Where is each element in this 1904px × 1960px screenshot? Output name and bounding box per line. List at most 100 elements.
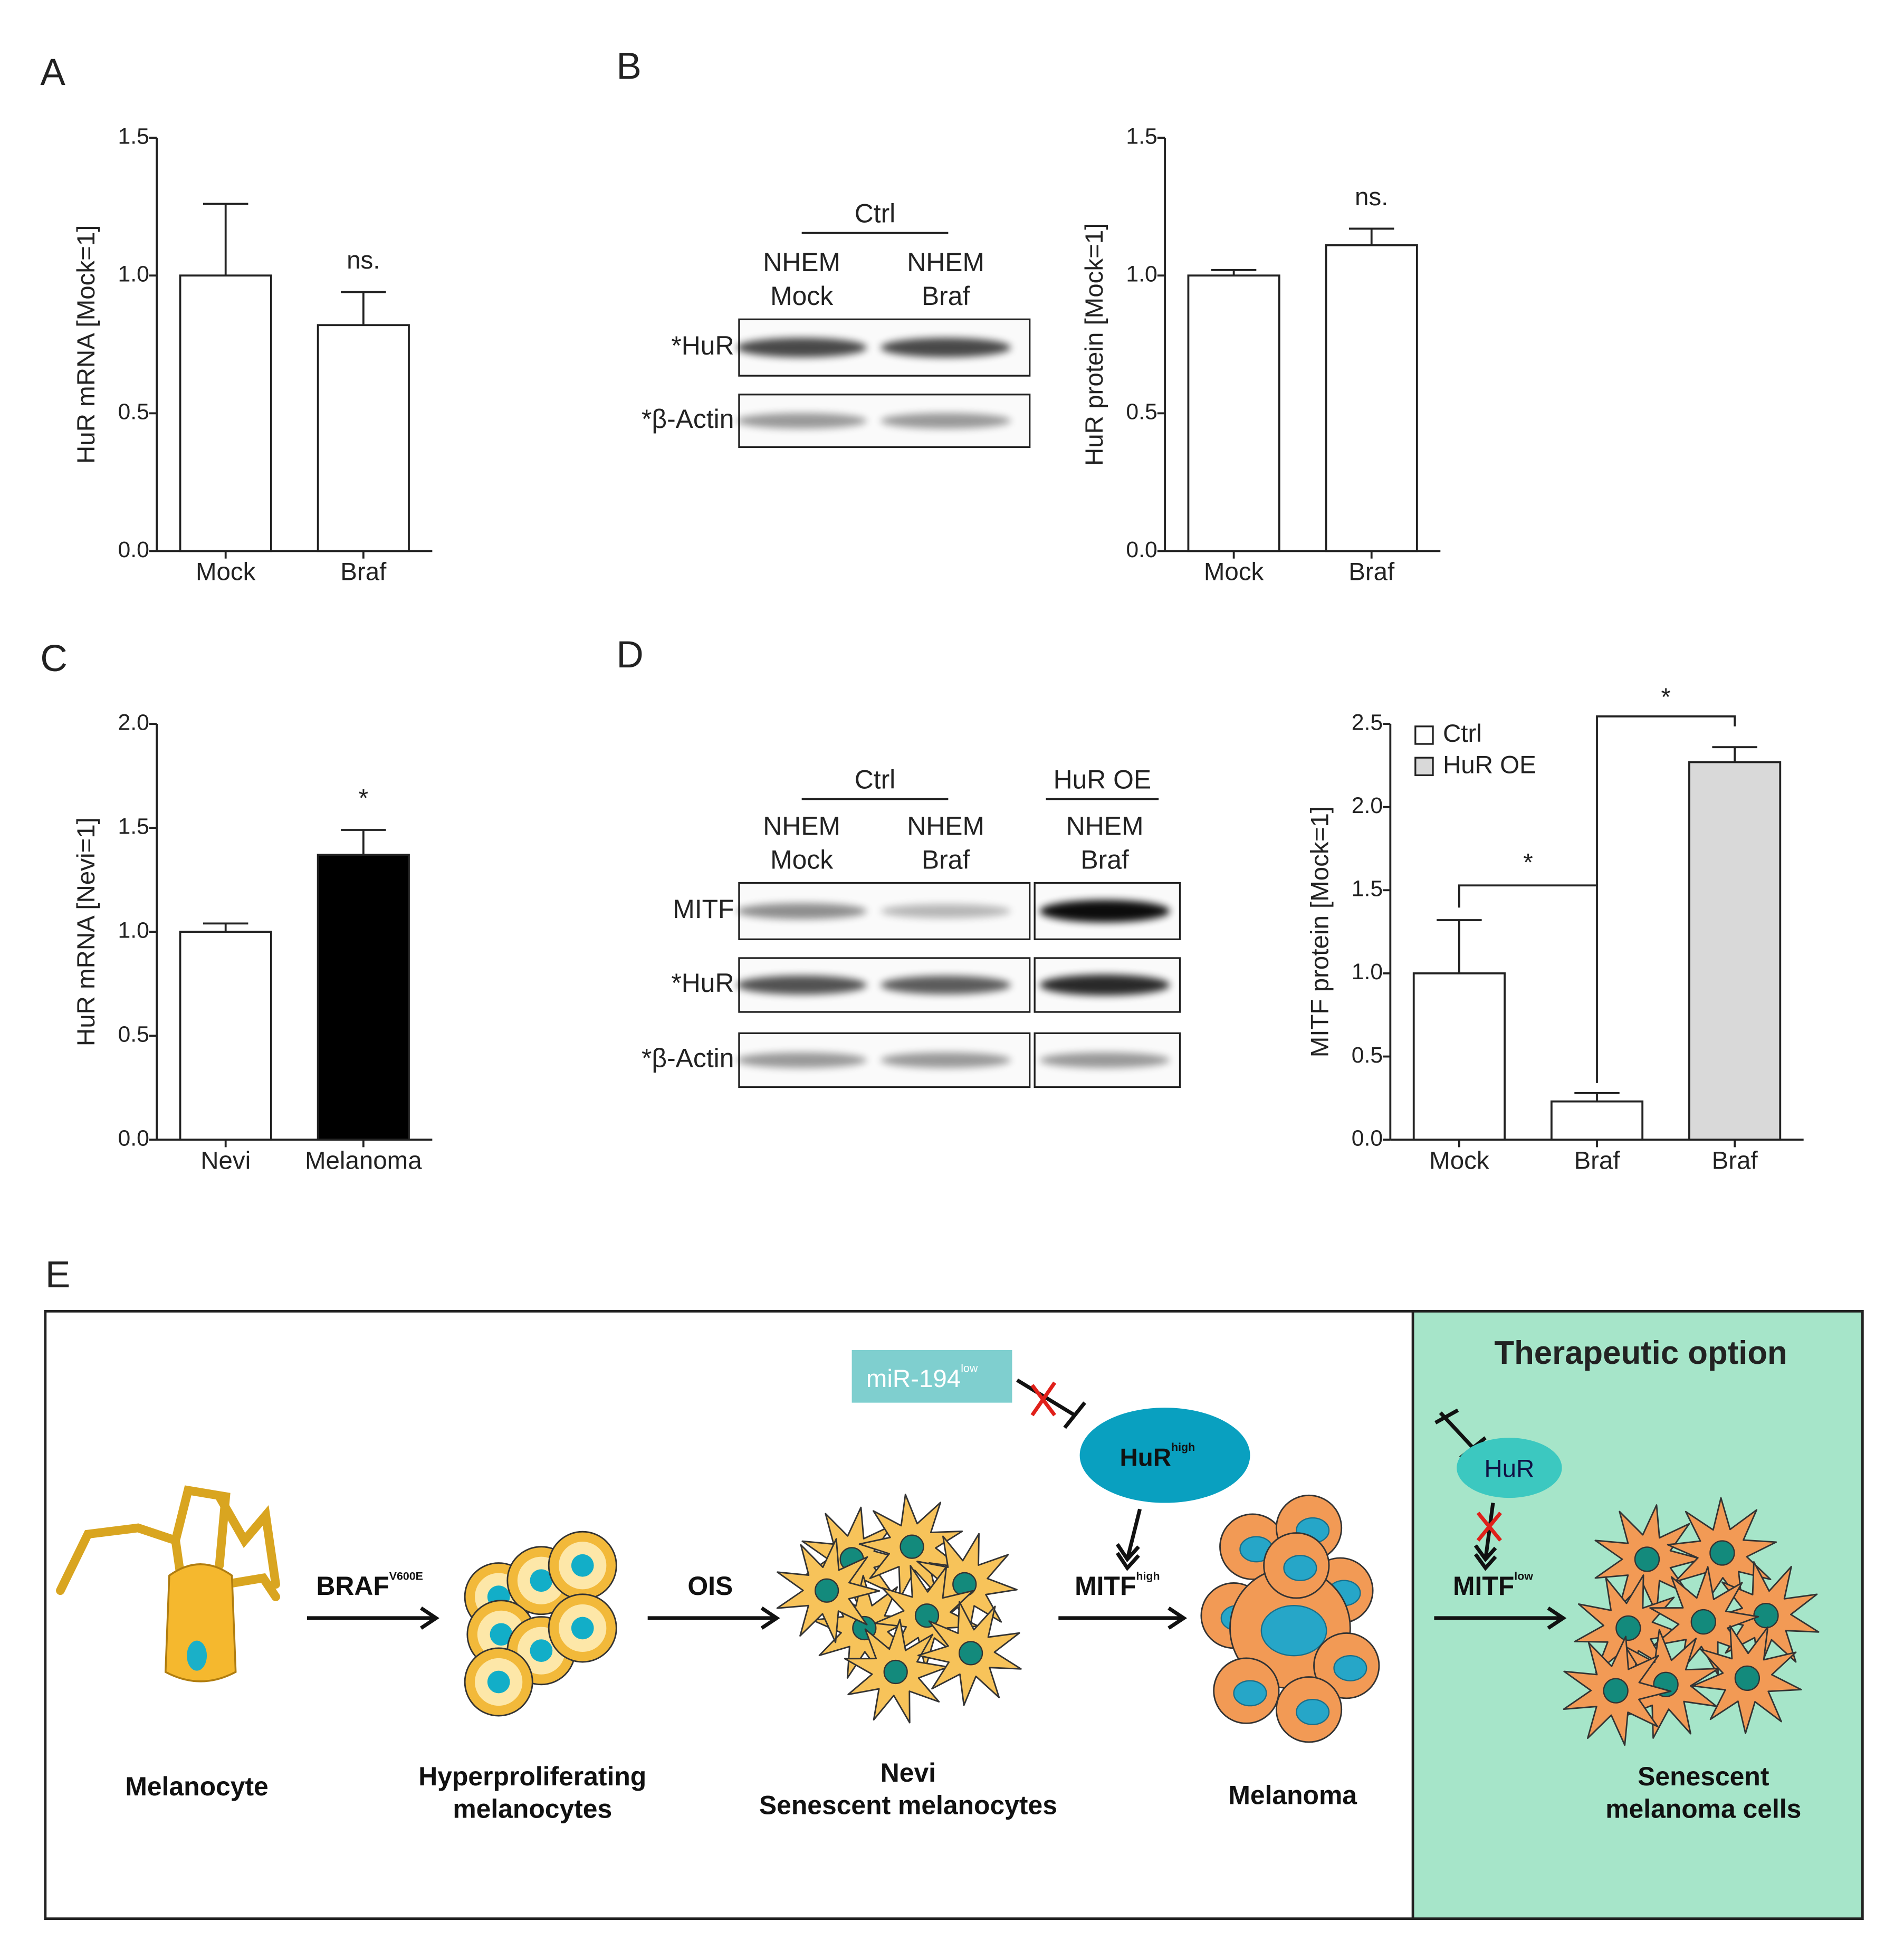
hur-high-ellipse (1079, 1408, 1250, 1503)
blot-band (1039, 900, 1170, 923)
error-bar (1574, 1092, 1620, 1102)
panel-label: D (616, 634, 643, 676)
stage-label: melanocytes (453, 1794, 612, 1824)
significance: * (359, 785, 368, 812)
legend-swatch (1414, 757, 1434, 777)
nucleus (1333, 1655, 1367, 1681)
activate-arrow (1474, 1503, 1497, 1571)
mir-sup: low (961, 1362, 978, 1374)
arrow-text: MITF (1075, 1571, 1136, 1601)
inhibit-mark (1434, 1408, 1459, 1424)
blot-band (1039, 1052, 1170, 1068)
y-tick-label: 1.5 (118, 814, 149, 839)
x-tick-label: Braf (1574, 1146, 1620, 1174)
nucleus (883, 1659, 908, 1685)
row-label: *HuR (671, 968, 734, 998)
error-bar (203, 203, 248, 276)
lane-label: NHEM (763, 247, 840, 277)
nucleus (1615, 1615, 1641, 1641)
blot-band (736, 903, 867, 920)
blot-band (881, 1052, 1011, 1068)
nucleus (487, 1670, 510, 1694)
y-axis-title: HuR mRNA [Mock=1] (72, 225, 100, 464)
nucleus (1283, 1555, 1317, 1581)
y-tick-label: 1.0 (118, 917, 149, 943)
error-bar (341, 291, 386, 326)
hur-label: HuR (1484, 1455, 1534, 1483)
blot-band (1039, 974, 1170, 996)
nucleus (530, 1569, 553, 1592)
significance: * (1661, 683, 1670, 711)
red-cross (1476, 1512, 1502, 1542)
hur-text: HuR (1120, 1443, 1171, 1471)
bar (1550, 1100, 1644, 1141)
bar (1688, 761, 1782, 1141)
lane-label: Braf (1080, 845, 1129, 874)
lane-label: Mock (770, 845, 833, 874)
nucleus (1690, 1609, 1716, 1635)
lane-label: NHEM (1066, 811, 1144, 840)
blot-band (736, 1052, 867, 1068)
row-label: *β-Actin (642, 1044, 734, 1073)
blot-band (881, 904, 1011, 919)
mir-box (851, 1350, 1012, 1403)
y-tick-label: 0.5 (118, 1021, 149, 1047)
error-bar (341, 829, 386, 855)
y-tick-label: 0.0 (118, 1125, 149, 1151)
arrow (1434, 1606, 1567, 1630)
x-tick-label: Braf (1712, 1146, 1758, 1174)
blot-band (881, 413, 1011, 429)
y-tick-label: 1.0 (1352, 959, 1383, 984)
mir-text: miR-194 (866, 1364, 961, 1392)
x-tick-label: Braf (1348, 558, 1395, 586)
nucleus (187, 1640, 207, 1671)
hur-high-label: HuRhigh (1120, 1441, 1195, 1471)
group-label: Ctrl (855, 764, 896, 794)
lane-label: Braf (922, 845, 970, 874)
cell (164, 1563, 237, 1682)
inhibit-bar (1063, 1401, 1086, 1429)
nucleus (1603, 1678, 1629, 1704)
bar (317, 324, 410, 552)
significance: ns. (1355, 183, 1388, 211)
panel-label: A (40, 52, 65, 93)
stage-label: Senescent melanocytes (759, 1791, 1057, 1820)
legend-label: HuR OE (1443, 751, 1536, 779)
row-label: MITF (673, 894, 734, 924)
y-tick-label: 0.5 (118, 399, 149, 425)
nucleus (814, 1578, 839, 1603)
bar (179, 274, 272, 552)
y-tick-label: 1.5 (1352, 876, 1383, 902)
activate-arrow (1115, 1508, 1142, 1571)
error-bar (1348, 227, 1394, 245)
bar (1187, 274, 1280, 552)
stage-label: Melanocyte (125, 1772, 268, 1801)
bar (1325, 244, 1418, 552)
stage-label: Hyperproliferating (418, 1762, 646, 1791)
bar (317, 854, 410, 1141)
y-tick-label: 0.5 (1352, 1043, 1383, 1068)
hur-sup: high (1171, 1441, 1195, 1454)
group-label: Ctrl (855, 198, 896, 228)
bracket (1596, 715, 1736, 886)
y-tick-label: 1.0 (118, 262, 149, 287)
lane-label: NHEM (907, 811, 984, 840)
arrow-sup: V600E (389, 1570, 423, 1582)
blot-band (736, 975, 867, 995)
x-tick-label: Melanoma (305, 1146, 422, 1174)
stage-label: Nevi (881, 1758, 936, 1787)
legend-label: Ctrl (1443, 720, 1482, 748)
lane-label: NHEM (763, 811, 840, 840)
row-label: *β-Actin (642, 404, 734, 434)
panel-label: E (45, 1254, 71, 1296)
bracket (1458, 884, 1598, 1083)
nucleus (1634, 1546, 1660, 1572)
arrow-label: BRAFV600E (316, 1570, 423, 1601)
lane-label: Mock (770, 281, 833, 311)
group-label: HuR OE (1054, 764, 1152, 794)
y-axis-title: HuR protein [Mock=1] (1080, 223, 1108, 466)
blot-band (736, 413, 867, 429)
nucleus (958, 1641, 983, 1666)
mir-label: miR-194low (866, 1362, 978, 1392)
